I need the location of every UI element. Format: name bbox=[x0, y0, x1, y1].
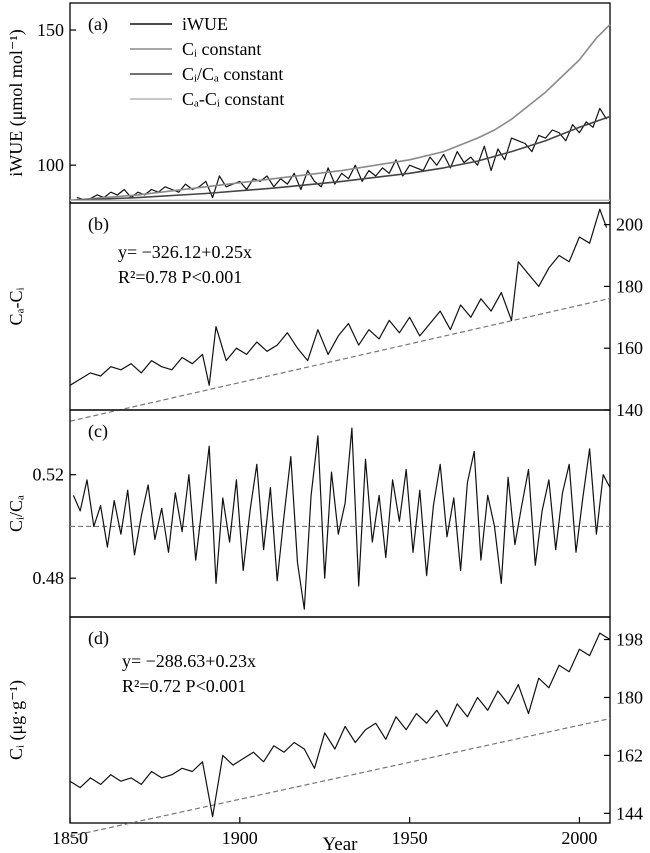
y-tick-label: 100 bbox=[37, 155, 64, 175]
panel-label: (c) bbox=[88, 421, 108, 442]
series-line-1 bbox=[69, 24, 611, 202]
x-axis-label: Year bbox=[322, 834, 358, 853]
panel-frame bbox=[69, 202, 611, 411]
chart-panels: (a) 100 150 iWUE (μmol mol⁻¹) iWUE Cᵢ constan… bbox=[6, 2, 643, 853]
trend-line bbox=[69, 717, 611, 837]
legend-label-2: Cᵢ/Cₐ constant bbox=[182, 64, 283, 84]
series-line-0 bbox=[72, 427, 611, 610]
series-line-0 bbox=[69, 208, 608, 386]
panel-label: (d) bbox=[88, 628, 109, 649]
series-line-0 bbox=[76, 107, 608, 201]
panel-d: (d) 144 162 180 198 Cᵢ (μg·g⁻¹) y= −288.63+0.2… bbox=[6, 616, 643, 853]
y-tick-label: 162 bbox=[616, 745, 643, 765]
y-tick-label: 0.52 bbox=[33, 465, 65, 485]
x-tick-label: 2000 bbox=[561, 828, 597, 848]
x-tick-label: 1850 bbox=[52, 828, 88, 848]
panel-c: (c) 0.48 0.52 Cᵢ/Cₐ bbox=[6, 409, 611, 618]
y-axis-label: iWUE (μmol mol⁻¹) bbox=[6, 29, 27, 177]
trend-line bbox=[69, 297, 611, 422]
y-tick-label: 180 bbox=[616, 687, 643, 707]
y-axis-label: Cₐ-Cᵢ bbox=[6, 288, 26, 326]
y-tick-label: 180 bbox=[616, 276, 643, 296]
r2-label: R²=0.72 P<0.001 bbox=[122, 676, 246, 696]
y-tick-label: 140 bbox=[616, 400, 643, 420]
series-line-0 bbox=[69, 632, 611, 818]
y-tick-label: 160 bbox=[616, 338, 643, 358]
legend: iWUE Cᵢ constant Cᵢ/Cₐ constant Cₐ-Cᵢ const… bbox=[130, 14, 284, 109]
y-axis-label: Cᵢ/Cₐ bbox=[6, 495, 26, 532]
panel-frame bbox=[69, 2, 611, 204]
legend-label-3: Cₐ-Cᵢ constant bbox=[182, 89, 284, 109]
r2-label: R²=0.78 P<0.001 bbox=[118, 267, 242, 287]
series-line-2 bbox=[69, 115, 611, 202]
y-tick-label: 200 bbox=[616, 215, 643, 235]
panel-frame bbox=[69, 409, 611, 618]
panel-a: (a) 100 150 iWUE (μmol mol⁻¹) iWUE Cᵢ constan… bbox=[6, 2, 611, 204]
legend-label-0: iWUE bbox=[182, 14, 228, 34]
panel-label: (a) bbox=[88, 14, 108, 35]
equation-label: y= −326.12+0.25x bbox=[118, 242, 252, 262]
y-tick-label: 0.48 bbox=[33, 568, 65, 588]
panel-b: (b) 140 160 180 200 Cₐ-Cᵢ y= −326.12+0.25x R²=0… bbox=[6, 202, 643, 422]
panel-frame bbox=[69, 616, 611, 824]
y-tick-label: 144 bbox=[616, 803, 643, 823]
y-axis-label: Cᵢ (μg·g⁻¹) bbox=[6, 680, 27, 760]
legend-label-1: Cᵢ constant bbox=[182, 39, 261, 59]
x-tick-label: 1900 bbox=[222, 828, 258, 848]
x-tick-label: 1950 bbox=[392, 828, 428, 848]
y-tick-label: 150 bbox=[37, 20, 64, 40]
equation-label: y= −288.63+0.23x bbox=[122, 651, 256, 671]
y-tick-label: 198 bbox=[616, 630, 643, 650]
panel-label: (b) bbox=[88, 214, 109, 235]
